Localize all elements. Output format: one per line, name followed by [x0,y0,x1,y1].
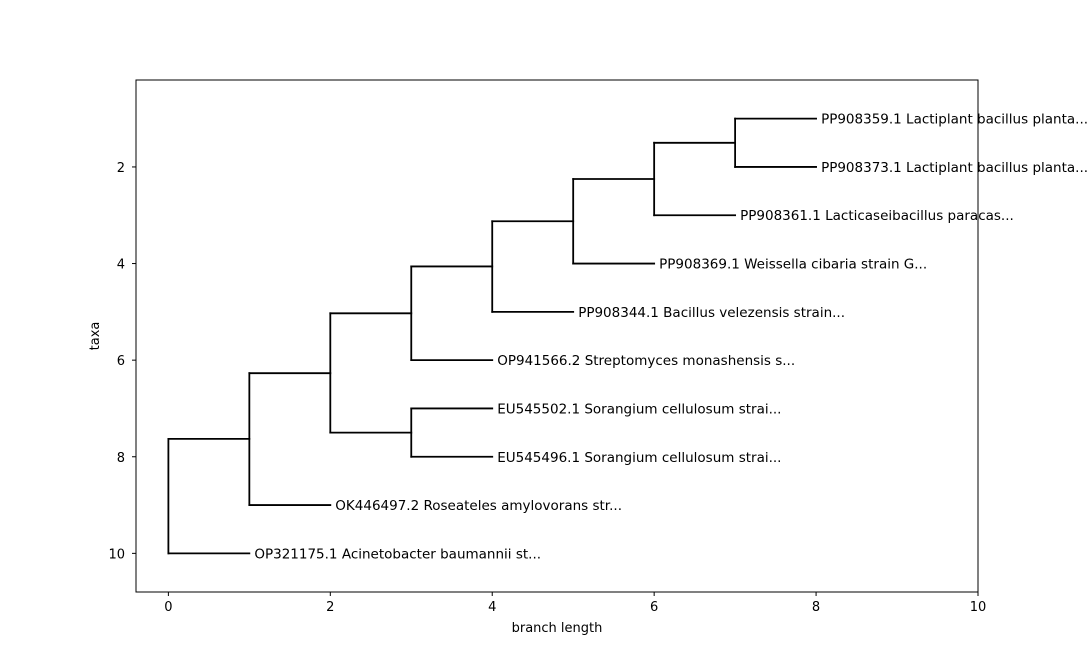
leaf-labels: PP908359.1 Lactiplant bacillus planta...… [254,112,1087,563]
x-tick-label: 10 [970,600,987,615]
leaf-label: OP941566.2 Streptomyces monashensis s... [497,353,795,369]
x-tick-label: 6 [650,600,658,615]
leaf-label: EU545496.1 Sorangium cellulosum strai... [497,450,781,466]
x-axis-ticks: 0 2 4 6 8 10 [164,592,986,615]
x-tick-label: 8 [812,600,820,615]
x-tick-label: 4 [488,600,496,615]
leaf-label: PP908373.1 Lactiplant bacillus planta... [821,160,1087,176]
y-tick-label: 8 [117,451,125,466]
leaf-label: PP908369.1 Weissella cibaria strain G... [659,257,927,273]
y-tick-label: 6 [117,354,125,369]
y-axis-label: taxa [88,322,103,351]
leaf-label: OP321175.1 Acinetobacter baumannii st... [254,546,541,562]
tree-branches [167,117,817,555]
y-axis-ticks: 2 4 6 8 10 [108,161,136,562]
y-tick-label: 4 [117,258,125,273]
y-tick-label: 2 [117,161,125,176]
leaf-label: OK446497.2 Roseateles amylovorans str... [335,498,622,514]
y-tick-label: 10 [108,547,125,562]
leaf-label: PP908361.1 Lacticaseibacillus paracas... [740,208,1014,224]
leaf-label: EU545502.1 Sorangium cellulosum strai... [497,401,781,417]
leaf-label: PP908359.1 Lactiplant bacillus planta... [821,112,1087,128]
x-axis-label: branch length [512,621,603,636]
axes-frame [135,79,979,593]
x-tick-label: 2 [326,600,334,615]
leaf-label: PP908344.1 Bacillus velezensis strain... [578,305,845,321]
x-tick-label: 0 [164,600,172,615]
